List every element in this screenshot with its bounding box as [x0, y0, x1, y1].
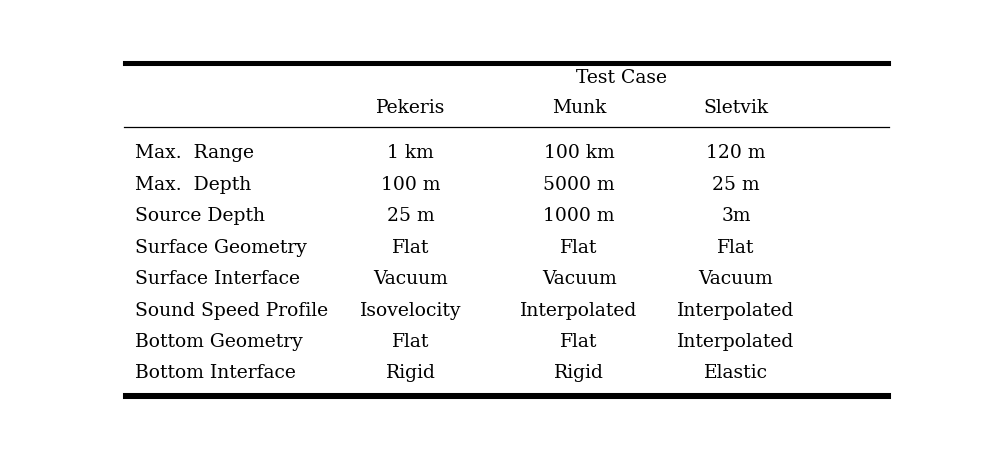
- Text: 1000 m: 1000 m: [543, 207, 615, 225]
- Text: Flat: Flat: [560, 333, 598, 351]
- Text: Munk: Munk: [552, 99, 607, 117]
- Text: Interpolated: Interpolated: [678, 302, 794, 320]
- Text: 5000 m: 5000 m: [543, 176, 615, 193]
- Text: Flat: Flat: [392, 333, 430, 351]
- Text: Test Case: Test Case: [576, 69, 667, 87]
- Text: Surface Geometry: Surface Geometry: [135, 239, 307, 257]
- Text: 1 km: 1 km: [387, 144, 434, 162]
- Text: Rigid: Rigid: [554, 364, 604, 382]
- Text: Source Depth: Source Depth: [135, 207, 265, 225]
- Text: Interpolated: Interpolated: [678, 333, 794, 351]
- Text: Flat: Flat: [392, 239, 430, 257]
- Text: Max.  Depth: Max. Depth: [135, 176, 251, 193]
- Text: Sletvik: Sletvik: [703, 99, 769, 117]
- Text: Surface Interface: Surface Interface: [135, 270, 300, 288]
- Text: Isovelocity: Isovelocity: [360, 302, 461, 320]
- Text: 120 m: 120 m: [706, 144, 766, 162]
- Text: Vacuum: Vacuum: [541, 270, 617, 288]
- Text: Bottom Interface: Bottom Interface: [135, 364, 295, 382]
- Text: Flat: Flat: [717, 239, 755, 257]
- Text: 3m: 3m: [721, 207, 751, 225]
- Text: 25 m: 25 m: [712, 176, 760, 193]
- Text: Vacuum: Vacuum: [699, 270, 774, 288]
- Text: Interpolated: Interpolated: [521, 302, 637, 320]
- Text: Bottom Geometry: Bottom Geometry: [135, 333, 302, 351]
- Text: 100 km: 100 km: [543, 144, 615, 162]
- Text: Sound Speed Profile: Sound Speed Profile: [135, 302, 328, 320]
- Text: Rigid: Rigid: [385, 364, 436, 382]
- Text: Vacuum: Vacuum: [373, 270, 448, 288]
- Text: Max.  Range: Max. Range: [135, 144, 254, 162]
- Text: Elastic: Elastic: [704, 364, 768, 382]
- Text: Pekeris: Pekeris: [376, 99, 446, 117]
- Text: 100 m: 100 m: [381, 176, 441, 193]
- Text: 25 m: 25 m: [387, 207, 435, 225]
- Text: Flat: Flat: [560, 239, 598, 257]
